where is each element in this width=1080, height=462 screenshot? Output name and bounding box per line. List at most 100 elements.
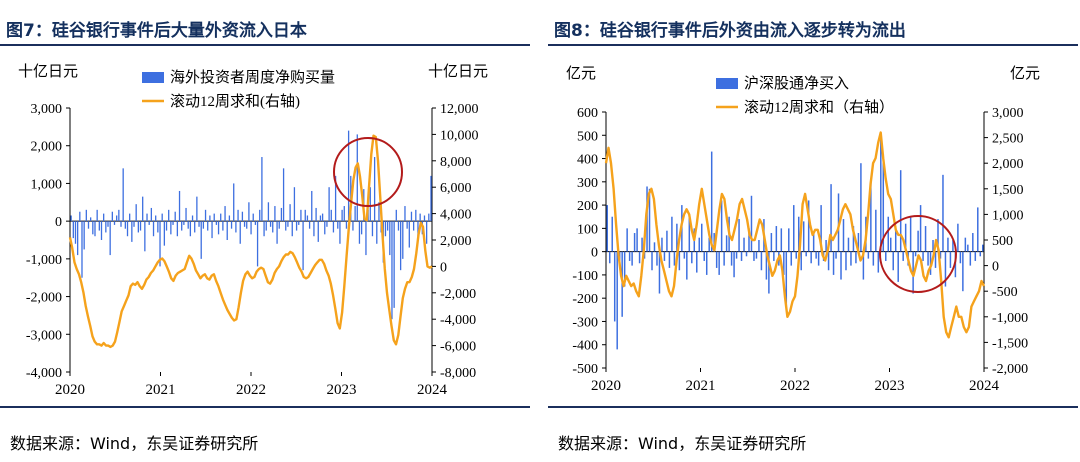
bar <box>673 251 676 266</box>
bar <box>233 183 235 222</box>
bar <box>860 163 862 252</box>
right-tick-label: 2,500 <box>992 132 1024 147</box>
bar <box>947 237 949 252</box>
bar <box>904 223 907 252</box>
bar <box>957 223 959 252</box>
bar <box>875 209 877 252</box>
x-tick-label: 2021 <box>686 378 716 394</box>
x-tick-label: 2021 <box>146 382 176 398</box>
bar <box>835 251 837 259</box>
bar <box>807 200 810 252</box>
bar <box>285 221 287 231</box>
right-tick-label: 4,000 <box>440 208 472 223</box>
legend-label: 滚动12周求和(右轴) <box>170 93 300 110</box>
bar <box>386 221 389 231</box>
bar <box>845 251 847 271</box>
bar <box>934 251 937 268</box>
bar <box>419 213 421 222</box>
legend-swatch-bar <box>716 78 738 89</box>
bar <box>129 213 131 222</box>
bar <box>365 221 367 256</box>
bar <box>651 251 653 271</box>
bar <box>887 216 890 252</box>
bar <box>209 215 211 222</box>
bar <box>773 251 775 261</box>
right-tick-label: 10,000 <box>440 128 479 143</box>
footer-rule <box>0 406 530 408</box>
bar <box>391 221 393 320</box>
bar <box>423 215 426 222</box>
left-axis-unit: 十亿日元 <box>18 63 78 80</box>
x-tick-label: 2020 <box>55 382 85 398</box>
bar <box>194 221 196 233</box>
bar <box>133 221 135 227</box>
bar <box>830 184 832 252</box>
title-rule <box>0 44 530 46</box>
bar <box>356 134 358 222</box>
bar <box>172 221 174 225</box>
right-tick-label: 0 <box>992 260 999 275</box>
bar <box>628 251 631 261</box>
bar <box>902 251 904 261</box>
bar <box>780 228 783 252</box>
bar <box>406 221 408 229</box>
left-tick-label: -200 <box>572 292 598 307</box>
bar <box>974 251 977 261</box>
bar <box>124 221 126 229</box>
bar <box>96 209 98 222</box>
bar <box>715 251 718 268</box>
right-tick-label: -4,000 <box>440 313 476 328</box>
bar <box>616 251 618 350</box>
bar <box>686 251 688 280</box>
bar <box>760 251 763 271</box>
x-tick-label: 2022 <box>236 382 266 398</box>
bar <box>280 207 283 222</box>
bar <box>800 251 802 271</box>
bar <box>825 240 827 252</box>
chart-panel-fig8: 图8：硅谷银行事件后外资由流入逐步转为流出 亿元 亿元 -500 -400 -300 -2… <box>548 0 1078 462</box>
bar <box>250 221 252 235</box>
bar <box>213 213 215 222</box>
bar <box>324 221 326 235</box>
bar <box>300 209 302 222</box>
bar <box>850 251 852 266</box>
bar <box>85 209 87 222</box>
x-tick-label: 2020 <box>591 378 621 394</box>
bar <box>857 233 860 252</box>
bar <box>885 251 887 261</box>
bar <box>347 130 350 222</box>
bar <box>939 251 942 259</box>
right-tick-label: 6,000 <box>440 181 472 196</box>
title-rule <box>548 44 1078 46</box>
bar <box>820 205 822 252</box>
bar <box>633 233 636 252</box>
bar <box>135 204 137 222</box>
bar <box>705 251 708 275</box>
bar <box>927 251 929 266</box>
bar <box>710 151 713 252</box>
bar <box>611 216 613 252</box>
bar <box>243 221 246 227</box>
bar <box>944 251 947 287</box>
bar <box>378 202 380 222</box>
bar <box>222 221 224 231</box>
bar <box>753 251 755 261</box>
bar <box>862 251 865 280</box>
right-tick-label: 1,500 <box>992 183 1024 198</box>
bar <box>969 251 972 266</box>
bar <box>295 221 298 231</box>
bar <box>339 221 341 244</box>
bar <box>765 251 768 280</box>
bar <box>272 221 274 233</box>
bar <box>269 221 272 227</box>
bar <box>354 206 356 222</box>
bar <box>159 221 161 267</box>
bar <box>168 209 170 222</box>
bar <box>200 221 202 259</box>
bar <box>70 215 72 222</box>
bar <box>254 221 257 225</box>
bar <box>291 221 293 237</box>
bar <box>827 251 830 271</box>
bar <box>317 221 319 242</box>
bar <box>701 223 703 252</box>
